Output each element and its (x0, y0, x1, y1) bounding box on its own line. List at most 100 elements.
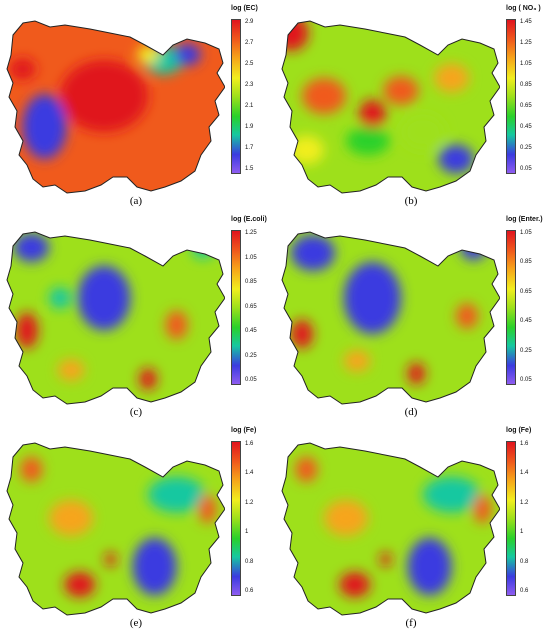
concentration-zone (49, 287, 71, 309)
color-scale-tick: 0.65 (245, 303, 257, 310)
color-scale-tick: 0.8 (520, 558, 529, 565)
concentration-zone (407, 537, 452, 596)
map-panel-d: log (Enter.) 1.05 0.85 0.65 0.45 0.25 0.05 (280, 216, 545, 423)
heatmap (281, 442, 500, 616)
concentration-zone (291, 319, 313, 349)
map-panel-a: log (EC) 2.9 2.7 2.5 2.3 2.1 1.9 1.7 1.5 (5, 5, 270, 212)
color-scale-tick: 1.05 (245, 254, 257, 261)
color-scale-tick: 0.8 (245, 558, 254, 565)
concentration-zone (346, 126, 390, 156)
concentration-zone (339, 572, 371, 598)
color-scale-tick: 0.05 (245, 377, 257, 383)
concentration-zone (407, 362, 426, 385)
map-base-field (7, 443, 225, 615)
color-scale-tick: 1.25 (245, 230, 257, 236)
color-scale-tick: 1.6 (520, 441, 529, 447)
color-scale-tick: 2.3 (245, 82, 254, 88)
concentration-zone (105, 552, 117, 567)
color-scale-tick: 0.45 (245, 328, 257, 334)
concentration-zone (139, 368, 157, 390)
concentration-zone (192, 236, 214, 259)
color-scale-tick: 0.25 (245, 352, 257, 359)
color-scale-tick: 0.25 (520, 347, 532, 354)
caption-c: (c) (129, 406, 143, 418)
color-scale-tick: 1 (520, 529, 524, 536)
map-panel-f: log (Fe) 1.6 1.4 1.2 1 0.8 0.6 (280, 427, 545, 634)
color-scale-tick: 1.45 (520, 19, 532, 25)
concentration-zone (456, 303, 478, 329)
color-scale-tick: 2.7 (245, 40, 254, 46)
color-scale-bar (506, 230, 516, 385)
concentration-zone (77, 265, 131, 331)
color-scale-bar (506, 19, 516, 174)
concentration-zone (343, 262, 401, 334)
concentration-zone (473, 494, 492, 524)
legend-title: log (EC) (231, 5, 258, 12)
concentration-zone (423, 476, 481, 513)
color-scale-tick: 1.2 (245, 499, 254, 506)
color-scale-tick: 0.85 (245, 279, 257, 285)
concentration-zone (295, 456, 318, 482)
caption-e: (e) (129, 617, 143, 629)
concentration-zone (401, 114, 445, 150)
concentration-zone (64, 572, 96, 598)
color-scale-tick: 0.05 (520, 377, 532, 383)
legend-title: log (Fe) (231, 427, 257, 434)
color-scale-bar (231, 230, 241, 385)
heatmap (6, 442, 225, 616)
color-scale-tick: 1.25 (520, 40, 532, 46)
color-scale-tick: 0.65 (520, 288, 532, 295)
color-scale-tick: 1.6 (245, 441, 254, 447)
concentration-zone (434, 63, 470, 93)
color-scale-tick: 0.85 (520, 82, 532, 88)
heatmap (6, 20, 225, 194)
color-scale-bar (506, 441, 516, 596)
region-outline (6, 442, 225, 616)
color-scale-bar (231, 19, 241, 174)
color-scale-tick: 1.5 (245, 166, 254, 172)
concentration-zone (291, 235, 335, 271)
concentration-zone (16, 312, 38, 349)
concentration-zone (460, 235, 487, 261)
color-scale-tick: 1.7 (245, 145, 254, 151)
concentration-zone (383, 76, 419, 105)
color-scale-tick: 2.5 (245, 61, 254, 67)
color-scale-tick: 1.05 (520, 230, 532, 236)
concentration-zone (57, 359, 85, 381)
color-scale-tick: 0.05 (520, 166, 532, 172)
heatmap (6, 231, 225, 405)
concentration-zone (60, 60, 148, 132)
concentration-zone (20, 456, 43, 482)
color-scale-tick: 0.6 (245, 588, 254, 594)
map-panel-e: log (Fe) 1.6 1.4 1.2 1 0.8 0.6 (5, 427, 270, 634)
caption-d: (d) (404, 406, 418, 418)
concentration-zone (49, 500, 93, 536)
concentration-zone (302, 78, 346, 114)
map-panel-b: log ( NO₃ ) 1.45 1.25 1.05 0.85 0.65 0.45 0.25… (280, 5, 545, 212)
legend-title: log (Fe) (506, 427, 532, 434)
concentration-zone (324, 500, 368, 536)
heatmap (281, 20, 500, 194)
region-outline (6, 20, 225, 194)
color-scale-tick: 0.65 (520, 103, 532, 109)
concentration-zone (165, 310, 188, 340)
concentration-zone (380, 552, 392, 567)
color-scale-tick: 1.2 (520, 499, 529, 506)
legend-title: log ( NO₃ ) (506, 5, 541, 12)
legend-title: log (E.coli) (231, 216, 267, 223)
concentration-zone (343, 350, 371, 372)
color-scale-tick: 0.45 (520, 318, 532, 325)
concentration-zone (174, 43, 201, 66)
color-scale-tick: 1.05 (520, 61, 532, 67)
color-scale-tick: 1.4 (245, 470, 254, 477)
concentration-zone (35, 106, 63, 140)
color-scale-tick: 0.6 (520, 588, 529, 594)
concentration-zone (137, 45, 159, 64)
color-scale-tick: 0.45 (520, 124, 532, 130)
caption-b: (b) (404, 195, 418, 207)
heatmap (281, 231, 500, 405)
concentration-zone (13, 233, 49, 262)
color-scale-tick: 0.85 (520, 259, 532, 266)
color-scale-tick: 1.9 (245, 124, 254, 130)
color-scale-tick: 0.25 (520, 145, 532, 151)
